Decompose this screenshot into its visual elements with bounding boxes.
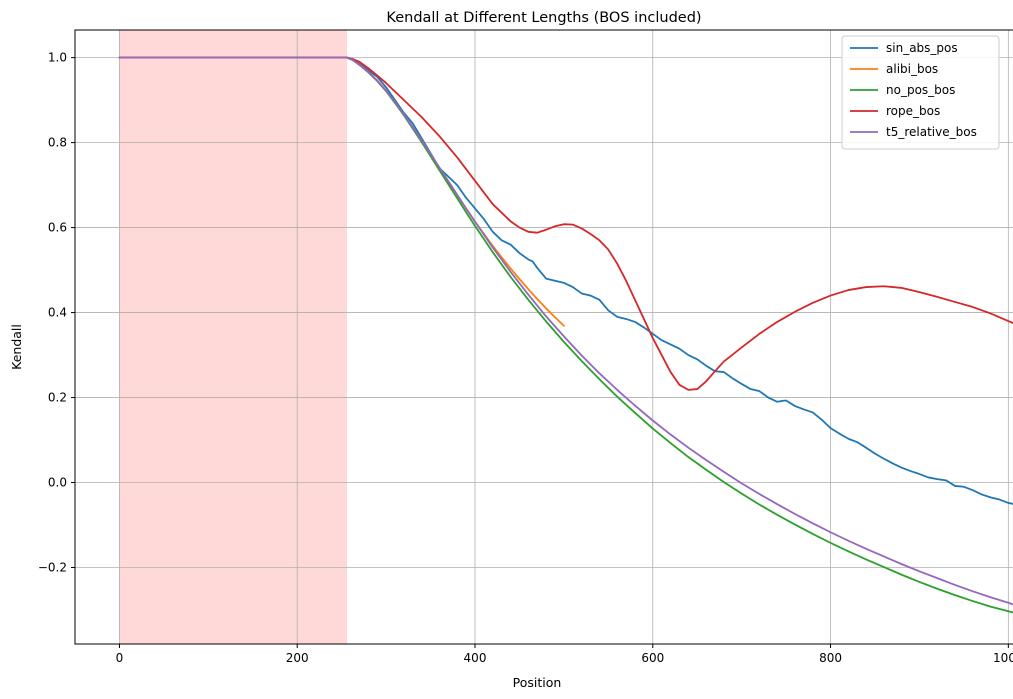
series-line-t5_relative_bos — [118, 56, 1013, 606]
x-tick-label: 800 — [819, 651, 842, 665]
x-tick-label: 0 — [116, 651, 124, 665]
tick-layer: 0 200 400 600 800 1000 −0.2 0.0 0.2 0.4 0.6 0.8 1.0 — [38, 51, 1013, 665]
legend-label-no_pos_bos: no_pos_bos — [886, 83, 955, 97]
y-tick-label: 0.0 — [48, 476, 67, 490]
legend-box — [841, 35, 1000, 150]
shaded-region — [119, 30, 347, 644]
legend-label-alibi_bos: alibi_bos — [886, 62, 938, 76]
legend-label-t5_relative_bos: t5_relative_bos — [886, 125, 977, 139]
y-tick-label: 0.8 — [48, 136, 67, 150]
y-tick-label: 0.4 — [48, 306, 67, 320]
series-layer — [118, 56, 1013, 614]
grid-layer — [75, 30, 1013, 644]
x-tick-label: 1000 — [993, 651, 1013, 665]
y-tick-label: 1.0 — [48, 51, 67, 65]
x-axis-label: Position — [513, 675, 562, 690]
x-tick-label: 200 — [286, 651, 309, 665]
plot-frame — [74, 29, 1013, 645]
legend: sin_abs_pos alibi_bos no_pos_bos rope_bos t5… — [841, 35, 1000, 150]
chart-title: Kendall at Different Lengths (BOS includ… — [386, 10, 701, 26]
legend-label-sin_abs_pos: sin_abs_pos — [886, 41, 958, 55]
series-line-sin_abs_pos — [118, 56, 1013, 505]
shaded-region-layer — [119, 30, 347, 644]
y-tick-label: −0.2 — [38, 561, 67, 575]
legend-label-rope_bos: rope_bos — [886, 104, 940, 118]
x-tick-label: 600 — [641, 651, 664, 665]
y-tick-label: 0.2 — [48, 391, 67, 405]
x-tick-label: 400 — [464, 651, 487, 665]
y-axis-label: Kendall — [9, 324, 24, 370]
y-tick-label: 0.6 — [48, 221, 67, 235]
series-line-rope_bos — [118, 56, 1013, 391]
